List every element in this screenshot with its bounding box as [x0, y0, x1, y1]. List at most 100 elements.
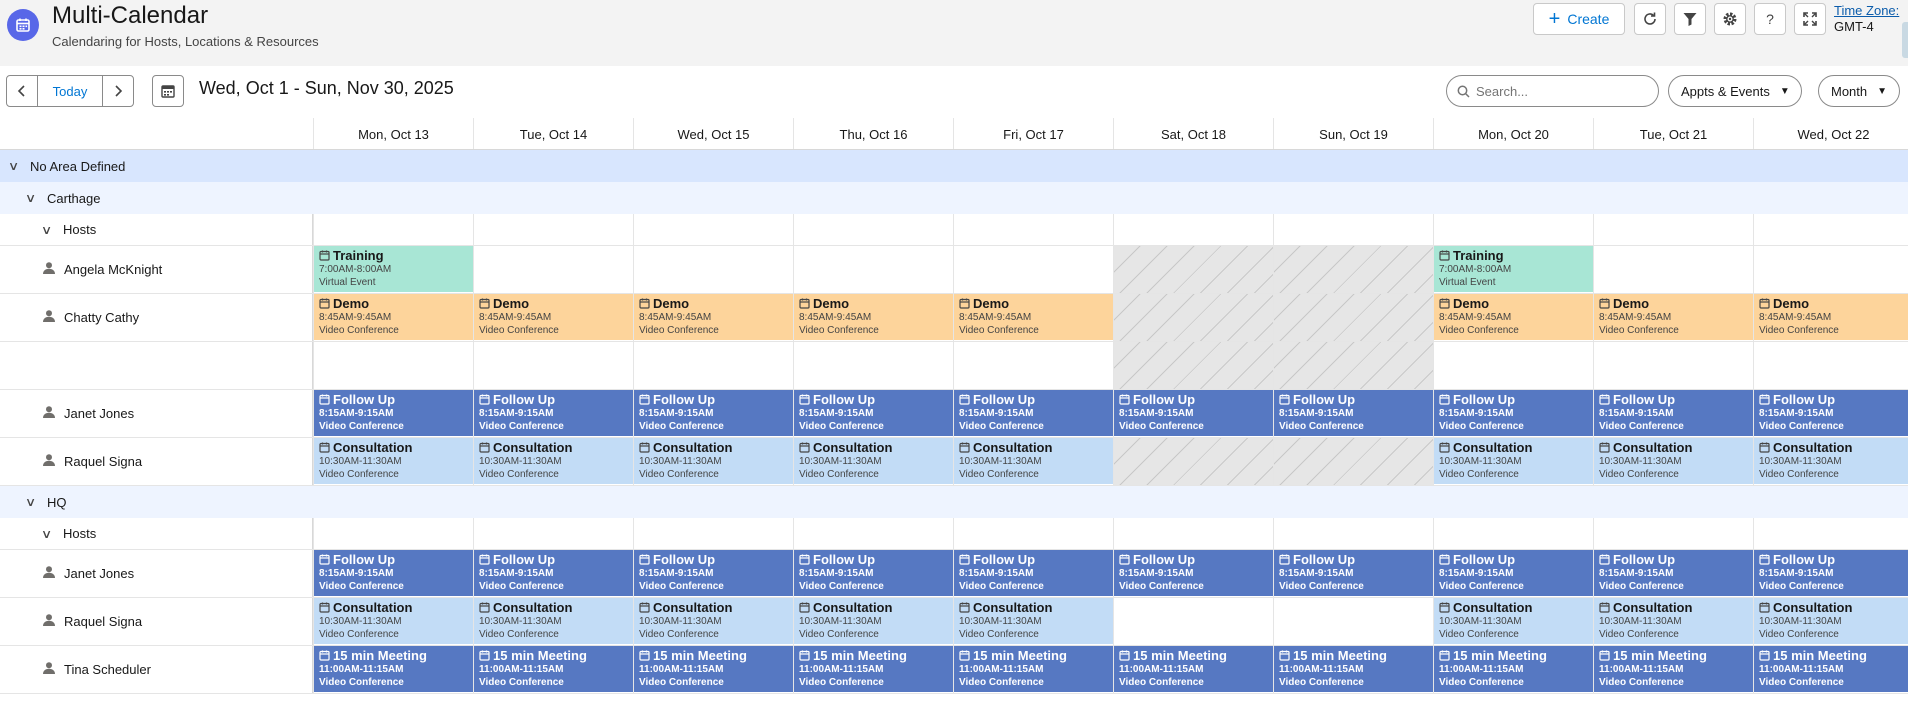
- event-demo[interactable]: Demo 8:45AM-9:45AM Video Conference: [794, 294, 953, 340]
- day-cell[interactable]: Follow Up 8:15AM-9:15AM Video Conference: [1273, 550, 1433, 597]
- event-followup[interactable]: Follow Up 8:15AM-9:15AM Video Conference: [794, 390, 953, 436]
- event-consult[interactable]: Consultation 10:30AM-11:30AM Video Confere…: [1434, 438, 1593, 484]
- day-cell[interactable]: Demo 8:45AM-9:45AM Video Conference: [1433, 294, 1593, 341]
- event-consult[interactable]: Consultation 10:30AM-11:30AM Video Confere…: [1594, 598, 1753, 644]
- event-followup[interactable]: Follow Up 8:15AM-9:15AM Video Conference: [1594, 390, 1753, 436]
- previous-button[interactable]: [6, 75, 38, 107]
- day-cell[interactable]: Follow Up 8:15AM-9:15AM Video Conference: [313, 550, 473, 597]
- filter-button[interactable]: [1674, 3, 1706, 35]
- day-cell[interactable]: Follow Up 8:15AM-9:15AM Video Conference: [1113, 550, 1273, 597]
- event-followup[interactable]: Follow Up 8:15AM-9:15AM Video Conference: [1114, 550, 1273, 596]
- day-cell[interactable]: [793, 518, 953, 549]
- unavailable-cell[interactable]: [1273, 294, 1433, 341]
- day-cell[interactable]: Follow Up 8:15AM-9:15AM Video Conference: [793, 390, 953, 437]
- day-cell[interactable]: Demo 8:45AM-9:45AM Video Conference: [1593, 294, 1753, 341]
- day-cell[interactable]: [633, 518, 793, 549]
- event-demo[interactable]: Demo 8:45AM-9:45AM Video Conference: [1594, 294, 1753, 340]
- day-cell[interactable]: Consultation 10:30AM-11:30AM Video Confere…: [1753, 598, 1908, 645]
- event-followup[interactable]: Follow Up 8:15AM-9:15AM Video Conference: [954, 550, 1113, 596]
- event-followup[interactable]: Follow Up 8:15AM-9:15AM Video Conference: [314, 390, 473, 436]
- day-cell[interactable]: 15 min Meeting 11:00AM-11:15AM Video Confe…: [793, 646, 953, 693]
- day-cell[interactable]: [1433, 214, 1593, 245]
- event-meeting[interactable]: 15 min Meeting 11:00AM-11:15AM Video Confe…: [634, 646, 793, 692]
- search-input[interactable]: Search...: [1446, 75, 1659, 107]
- day-cell[interactable]: 15 min Meeting 11:00AM-11:15AM Video Confe…: [1273, 646, 1433, 693]
- next-button[interactable]: [102, 75, 134, 107]
- day-cell[interactable]: 15 min Meeting 11:00AM-11:15AM Video Confe…: [473, 646, 633, 693]
- day-cell[interactable]: [633, 246, 793, 293]
- day-cell[interactable]: Consultation 10:30AM-11:30AM Video Confere…: [953, 598, 1113, 645]
- day-cell[interactable]: [1593, 342, 1753, 389]
- day-cell[interactable]: Follow Up 8:15AM-9:15AM Video Conference: [633, 550, 793, 597]
- day-cell[interactable]: Follow Up 8:15AM-9:15AM Video Conference: [953, 550, 1113, 597]
- day-cell[interactable]: Consultation 10:30AM-11:30AM Video Confere…: [473, 438, 633, 485]
- unavailable-cell[interactable]: [1273, 342, 1433, 389]
- day-cell[interactable]: [793, 214, 953, 245]
- today-button[interactable]: Today: [38, 75, 102, 107]
- day-cell[interactable]: [953, 342, 1113, 389]
- event-meeting[interactable]: 15 min Meeting 11:00AM-11:15AM Video Confe…: [1434, 646, 1593, 692]
- day-cell[interactable]: [1273, 518, 1433, 549]
- day-cell[interactable]: Consultation 10:30AM-11:30AM Video Confere…: [313, 438, 473, 485]
- day-cell[interactable]: [473, 518, 633, 549]
- day-cell[interactable]: [1113, 518, 1273, 549]
- day-cell[interactable]: [953, 214, 1113, 245]
- day-cell[interactable]: [313, 518, 473, 549]
- day-cell[interactable]: Follow Up 8:15AM-9:15AM Video Conference: [953, 390, 1113, 437]
- event-followup[interactable]: Follow Up 8:15AM-9:15AM Video Conference: [1754, 390, 1908, 436]
- chevron-down-icon[interactable]: ∨: [24, 191, 37, 205]
- day-cell[interactable]: [473, 214, 633, 245]
- event-consult[interactable]: Consultation 10:30AM-11:30AM Video Confere…: [794, 598, 953, 644]
- day-cell[interactable]: Follow Up 8:15AM-9:15AM Video Conference: [1593, 550, 1753, 597]
- day-cell[interactable]: Consultation 10:30AM-11:30AM Video Confere…: [1753, 438, 1908, 485]
- event-followup[interactable]: Follow Up 8:15AM-9:15AM Video Conference: [474, 390, 633, 436]
- event-demo[interactable]: Demo 8:45AM-9:45AM Video Conference: [474, 294, 633, 340]
- day-cell[interactable]: [793, 342, 953, 389]
- day-cell[interactable]: [1753, 342, 1908, 389]
- event-followup[interactable]: Follow Up 8:15AM-9:15AM Video Conference: [1274, 550, 1433, 596]
- area-group-row[interactable]: ∨ No Area Defined: [0, 150, 1908, 182]
- date-picker-button[interactable]: [152, 75, 184, 107]
- day-cell[interactable]: [793, 246, 953, 293]
- day-cell[interactable]: Consultation 10:30AM-11:30AM Video Confere…: [633, 438, 793, 485]
- day-cell[interactable]: Consultation 10:30AM-11:30AM Video Confere…: [793, 598, 953, 645]
- event-followup[interactable]: Follow Up 8:15AM-9:15AM Video Conference: [634, 390, 793, 436]
- day-cell[interactable]: Follow Up 8:15AM-9:15AM Video Conference: [1753, 390, 1908, 437]
- event-followup[interactable]: Follow Up 8:15AM-9:15AM Video Conference: [1434, 550, 1593, 596]
- day-cell[interactable]: Follow Up 8:15AM-9:15AM Video Conference: [1433, 550, 1593, 597]
- day-cell[interactable]: Consultation 10:30AM-11:30AM Video Confere…: [793, 438, 953, 485]
- day-cell[interactable]: [1593, 246, 1753, 293]
- event-followup[interactable]: Follow Up 8:15AM-9:15AM Video Conference: [1434, 390, 1593, 436]
- day-cell[interactable]: [953, 518, 1113, 549]
- day-cell[interactable]: [1113, 214, 1273, 245]
- hosts-group-row[interactable]: ∨ Hosts: [0, 518, 1908, 550]
- event-meeting[interactable]: 15 min Meeting 11:00AM-11:15AM Video Confe…: [794, 646, 953, 692]
- day-cell[interactable]: [1753, 214, 1908, 245]
- event-followup[interactable]: Follow Up 8:15AM-9:15AM Video Conference: [474, 550, 633, 596]
- chevron-down-icon[interactable]: ∨: [24, 495, 37, 509]
- event-consult[interactable]: Consultation 10:30AM-11:30AM Video Confere…: [314, 598, 473, 644]
- event-demo[interactable]: Demo 8:45AM-9:45AM Video Conference: [634, 294, 793, 340]
- day-cell[interactable]: [313, 342, 473, 389]
- view-select[interactable]: Month ▼: [1818, 75, 1900, 107]
- event-training[interactable]: Training 7:00AM-8:00AM Virtual Event: [314, 246, 473, 292]
- day-cell[interactable]: Follow Up 8:15AM-9:15AM Video Conference: [473, 550, 633, 597]
- day-cell[interactable]: Consultation 10:30AM-11:30AM Video Confere…: [473, 598, 633, 645]
- event-consult[interactable]: Consultation 10:30AM-11:30AM Video Confere…: [314, 438, 473, 484]
- day-cell[interactable]: [473, 342, 633, 389]
- event-meeting[interactable]: 15 min Meeting 11:00AM-11:15AM Video Confe…: [1114, 646, 1273, 692]
- hosts-group-row[interactable]: ∨ Hosts: [0, 214, 1908, 246]
- event-consult[interactable]: Consultation 10:30AM-11:30AM Video Confere…: [474, 438, 633, 484]
- event-training[interactable]: Training 7:00AM-8:00AM Virtual Event: [1434, 246, 1593, 292]
- day-cell[interactable]: [1273, 598, 1433, 645]
- day-cell[interactable]: 15 min Meeting 11:00AM-11:15AM Video Confe…: [1753, 646, 1908, 693]
- day-cell[interactable]: [1593, 518, 1753, 549]
- event-meeting[interactable]: 15 min Meeting 11:00AM-11:15AM Video Confe…: [1594, 646, 1753, 692]
- day-cell[interactable]: Demo 8:45AM-9:45AM Video Conference: [473, 294, 633, 341]
- event-demo[interactable]: Demo 8:45AM-9:45AM Video Conference: [1434, 294, 1593, 340]
- day-cell[interactable]: Follow Up 8:15AM-9:15AM Video Conference: [1273, 390, 1433, 437]
- day-cell[interactable]: 15 min Meeting 11:00AM-11:15AM Video Confe…: [313, 646, 473, 693]
- event-meeting[interactable]: 15 min Meeting 11:00AM-11:15AM Video Confe…: [1274, 646, 1433, 692]
- event-consult[interactable]: Consultation 10:30AM-11:30AM Video Confere…: [1754, 598, 1908, 644]
- unavailable-cell[interactable]: [1273, 438, 1433, 485]
